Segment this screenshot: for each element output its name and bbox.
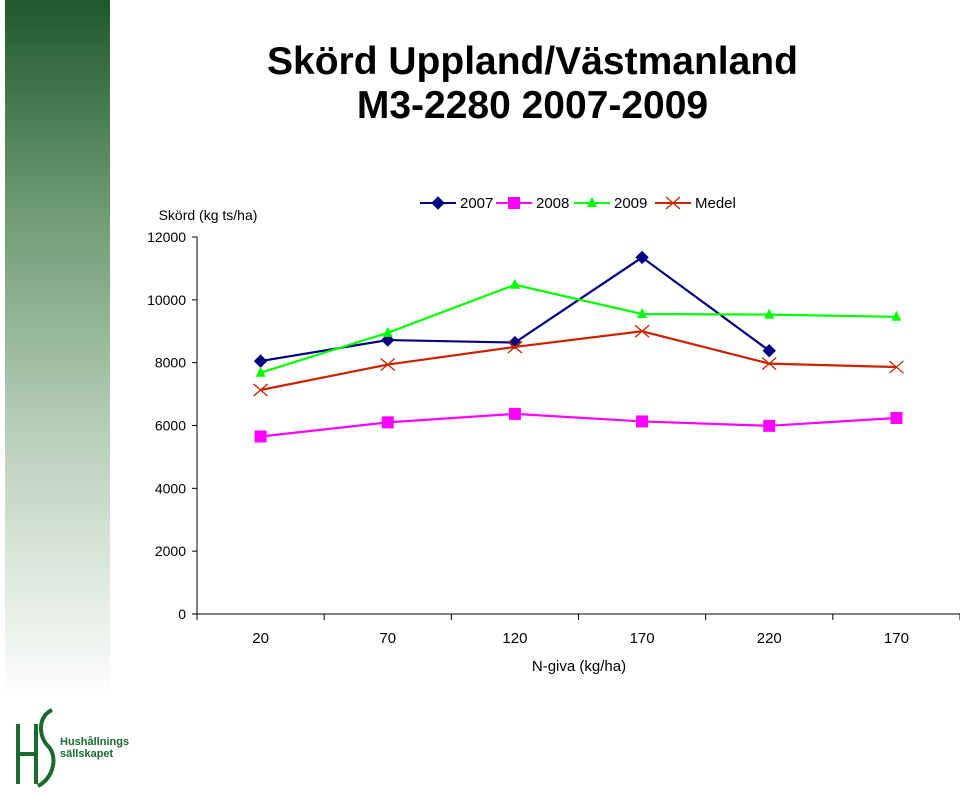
series-line-2009 [260,283,897,374]
y-tick-label: 8000 [155,355,186,371]
legend-label-2008: 2008 [536,195,569,212]
x-tick-label: 70 [379,630,396,647]
organization-logo: Hushållnings sällskapet [8,706,129,790]
data-point-Medel [507,340,523,354]
series-line-2008 [260,412,897,438]
page-subtitle: M3-2280 2007-2009 [356,84,709,127]
data-point-Medel [888,360,904,374]
y-tick-label: 6000 [155,418,186,434]
data-point-2009 [255,366,266,377]
logo-text-line1: Hushållnings [60,736,130,748]
y-tick-label: 12000 [147,229,186,245]
data-point-2007 [635,250,649,265]
x-tick-label: 170 [884,630,909,647]
legend-marker-2009 [587,197,597,207]
data-point-2007 [381,333,395,347]
legend-marker-2008 [508,197,520,209]
legend-label-2009: 2009 [614,195,647,212]
data-point-2008 [763,419,776,432]
data-point-2008 [254,430,267,443]
y-tick-label: 0 [178,606,186,622]
side-accent-bar [5,0,110,700]
y-tick-label: 2000 [155,543,186,559]
y-tick-label: 4000 [155,480,186,496]
data-point-2008 [890,411,903,424]
data-point-2009 [382,326,393,337]
y-axis-title: Skörd (kg ts/ha) [159,207,258,223]
hs-logo-icon [16,708,56,788]
legend-label-Medel: Medel [695,195,736,212]
legend-marker-2007 [431,196,445,210]
x-axis-title: N-giva (kg/ha) [532,658,626,675]
x-tick-label: 20 [252,630,269,647]
series-line-Medel [260,330,897,392]
data-point-Medel [761,357,777,371]
data-point-2009 [764,308,775,319]
logo-text-line2: sällskapet [60,748,114,760]
data-point-2007 [762,344,776,358]
data-point-Medel [380,358,396,372]
y-tick-label: 10000 [147,292,186,308]
data-point-Medel [253,383,269,397]
x-tick-label: 220 [757,630,782,647]
data-point-2008 [636,415,649,428]
data-point-2007 [253,354,268,368]
data-point-2009 [637,307,648,318]
data-point-2009 [891,310,902,321]
data-point-Medel [634,324,650,338]
data-point-2008 [508,407,521,420]
x-tick-label: 120 [502,630,527,647]
data-point-2008 [381,416,394,429]
data-point-2009 [509,278,520,289]
legend-label-2007: 2007 [460,195,493,212]
legend-marker-Medel [665,196,681,210]
x-tick-label: 170 [630,630,655,647]
page-title: Skörd Uppland/Västmanland [267,40,798,83]
